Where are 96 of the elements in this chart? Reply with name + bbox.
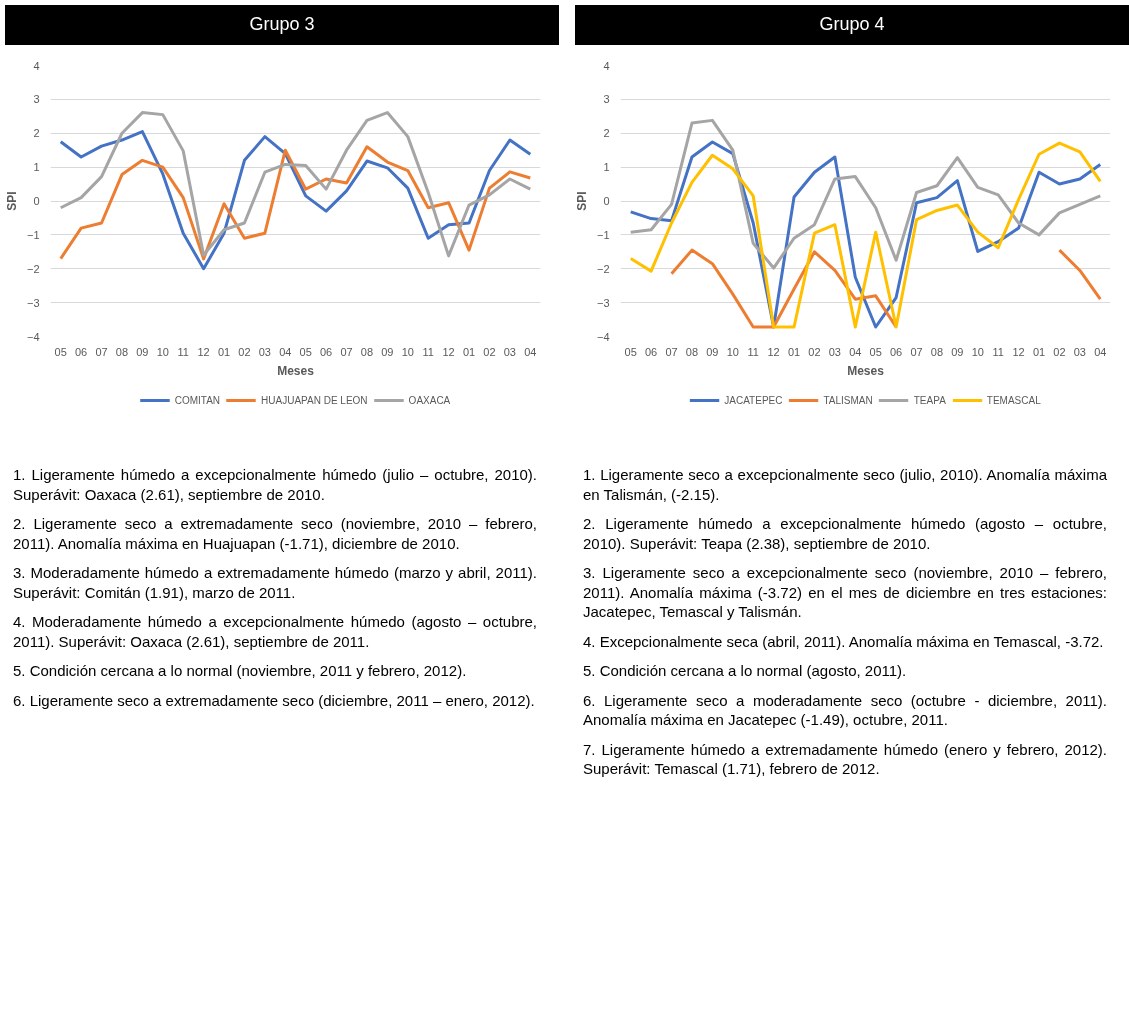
x-tick-label: 07 bbox=[95, 345, 108, 358]
line-series bbox=[629, 118, 1102, 270]
line-series bbox=[59, 111, 532, 258]
x-tick-label: 02 bbox=[483, 345, 496, 358]
y-tick-label: −3 bbox=[596, 296, 610, 309]
legend-label: JACATEPEC bbox=[724, 394, 783, 406]
x-tick-label: 11 bbox=[747, 345, 759, 358]
x-tick-label: 11 bbox=[992, 345, 1004, 358]
chart-title: Grupo 3 bbox=[5, 5, 559, 45]
x-tick-label: 04 bbox=[1094, 345, 1107, 358]
x-tick-label: 01 bbox=[787, 345, 801, 358]
x-tick-label: 03 bbox=[503, 345, 517, 358]
y-tick-label: −4 bbox=[596, 330, 610, 343]
text: 5. Condición cercana a lo normal (agosto, 2011). bbox=[583, 661, 908, 681]
x-tick-label: 06 bbox=[320, 345, 333, 358]
x-tick-label: 08 bbox=[360, 345, 374, 358]
x-tick-label: 03 bbox=[1073, 345, 1087, 358]
x-tick-label: 03 bbox=[828, 345, 842, 358]
y-tick-label: 4 bbox=[603, 59, 610, 72]
text: 7. Ligeramente húmedo a extremadamente húmedo (enero y febrero, 2012). Superávit: Temascal (1.71), febrero de 2012. bbox=[583, 739, 1107, 779]
legend-label: TALISMAN bbox=[823, 394, 873, 406]
x-tick-label: 04 bbox=[849, 345, 862, 358]
x-tick-label: 07 bbox=[665, 345, 678, 358]
y-tick-label: −1 bbox=[596, 228, 610, 241]
x-tick-label: 02 bbox=[1053, 345, 1066, 358]
y-tick-label: −3 bbox=[26, 296, 40, 309]
legend-label: OAXACA bbox=[408, 394, 451, 406]
x-tick-label: 07 bbox=[340, 345, 353, 358]
x-tick-label: 06 bbox=[645, 345, 658, 358]
y-tick-label: 0 bbox=[33, 195, 40, 207]
x-tick-label: 04 bbox=[524, 345, 537, 358]
x-tick-label: 09 bbox=[706, 345, 719, 358]
x-tick-label: 05 bbox=[624, 345, 637, 358]
text: 4. Moderadamente húmedo a excepcionalmente húmedo (agosto – octubre, 2011). Superávit: Oaxaca (2.61), septiembre de 2011. bbox=[13, 612, 537, 651]
x-axis-title: Meses bbox=[277, 363, 315, 378]
line-series bbox=[59, 145, 532, 261]
chart-title: Grupo 4 bbox=[575, 5, 1129, 45]
y-tick-label: 3 bbox=[603, 93, 610, 106]
x-tick-label: 07 bbox=[910, 345, 923, 358]
x-tick-label: 08 bbox=[115, 345, 129, 358]
x-tick-label: 03 bbox=[258, 345, 272, 358]
legend-label: TEMASCAL bbox=[986, 394, 1041, 406]
y-tick-label: 0 bbox=[603, 195, 610, 207]
x-tick-label: 12 bbox=[197, 345, 210, 358]
legend-label: HUAJUAPAN DE LEON bbox=[261, 394, 368, 406]
text: 4. Excepcionalmente seca (abril, 2011). Anomalía máxima en Temascal, -3.72. bbox=[583, 631, 1105, 651]
x-tick-label: 04 bbox=[279, 345, 292, 358]
legend-label: COMITAN bbox=[174, 394, 221, 406]
text: 1. Ligeramente seco a excepcionalmente seco (julio, 2010). Anomalía máxima en Talismán, (-2.15). bbox=[583, 465, 1107, 504]
x-tick-label: 10 bbox=[401, 345, 414, 358]
x-tick-label: 12 bbox=[442, 345, 455, 358]
y-tick-label: −4 bbox=[26, 330, 40, 343]
text: 2. Ligeramente seco a extremadamente seco (noviembre, 2010 – febrero, 2011). Anomalía máxima en Huajuapan (-1.71), diciembre de 2010. bbox=[13, 514, 537, 553]
y-axis-title: SPI bbox=[4, 191, 19, 211]
y-tick-label: 2 bbox=[603, 127, 610, 140]
y-tick-label: 4 bbox=[33, 59, 40, 72]
x-tick-label: 08 bbox=[930, 345, 944, 358]
x-tick-label: 09 bbox=[136, 345, 149, 358]
x-tick-label: 05 bbox=[54, 345, 67, 358]
x-tick-label: 01 bbox=[217, 345, 231, 358]
y-tick-label: 1 bbox=[33, 161, 40, 174]
x-tick-label: 11 bbox=[177, 345, 189, 358]
text: 5. Condición cercana a lo normal (noviembre, 2011 y febrero, 2012). bbox=[13, 661, 468, 681]
x-tick-label: 08 bbox=[685, 345, 699, 358]
x-tick-label: 05 bbox=[299, 345, 312, 358]
x-tick-label: 05 bbox=[869, 345, 882, 358]
x-tick-label: 06 bbox=[890, 345, 903, 358]
x-tick-label: 11 bbox=[422, 345, 434, 358]
y-tick-label: 2 bbox=[33, 127, 40, 140]
x-tick-label: 02 bbox=[808, 345, 821, 358]
y-tick-label: −2 bbox=[596, 262, 610, 275]
x-axis-title: Meses bbox=[847, 363, 885, 378]
x-tick-label: 10 bbox=[726, 345, 739, 358]
x-tick-label: 01 bbox=[1032, 345, 1046, 358]
text: 2. Ligeramente húmedo a excepcionalmente húmedo (agosto – octubre, 2010). Superávit: Teapa (2.38), septiembre de 2010. bbox=[583, 514, 1107, 553]
x-tick-label: 10 bbox=[156, 345, 169, 358]
y-axis-title: SPI bbox=[574, 191, 589, 211]
x-tick-label: 02 bbox=[238, 345, 251, 358]
x-tick-label: 01 bbox=[462, 345, 476, 358]
x-tick-label: 12 bbox=[767, 345, 780, 358]
x-tick-label: 10 bbox=[971, 345, 984, 358]
text: 3. Moderadamente húmedo a extremadamente húmedo (marzo y abril, 2011). Superávit: Comitán (1.91), marzo de 2011. bbox=[13, 563, 537, 602]
line-series bbox=[59, 130, 532, 271]
x-tick-label: 06 bbox=[75, 345, 88, 358]
text: 6. Ligeramente seco a extremadamente seco (diciembre, 2011 – enero, 2012). bbox=[13, 690, 536, 710]
text: 3. Ligeramente seco a excepcionalmente seco (noviembre, 2010 – febrero, 2011). Anomalía máxima (-3.72) en el mes de diciembre en tres estaciones: Jacatepec, Temascal y Talismán. bbox=[583, 563, 1107, 622]
y-tick-label: −1 bbox=[26, 228, 40, 241]
text: 6. Ligeramente seco a moderadamente seco (octubre - diciembre, 2011). Anomalía máxima en Jacatepec (-1.49), octubre, 2011. bbox=[583, 690, 1107, 730]
x-tick-label: 09 bbox=[381, 345, 394, 358]
y-tick-label: 1 bbox=[603, 161, 610, 174]
x-tick-label: 09 bbox=[951, 345, 964, 358]
legend-label: TEAPA bbox=[913, 394, 946, 406]
y-tick-label: −2 bbox=[26, 262, 40, 275]
y-tick-label: 3 bbox=[33, 93, 40, 106]
text: 1. Ligeramente húmedo a excepcionalmente húmedo (julio – octubre, 2010). Superávit: Oaxaca (2.61), septiembre de 2010. bbox=[13, 465, 537, 504]
x-tick-label: 12 bbox=[1012, 345, 1025, 358]
